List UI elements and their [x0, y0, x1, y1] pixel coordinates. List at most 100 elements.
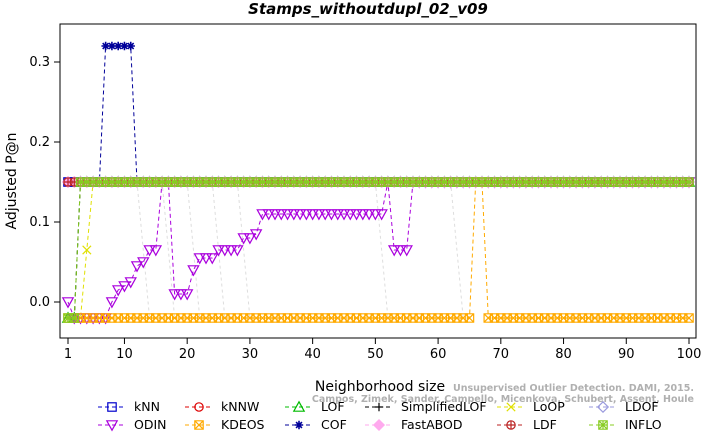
data-point [243, 233, 257, 245]
legend-item: COF [285, 417, 347, 432]
data-point [375, 209, 388, 221]
x-tick-label: 100 [677, 347, 702, 362]
data-point [231, 245, 244, 257]
legend-marker [294, 420, 304, 430]
data-point [187, 265, 200, 277]
data-point [287, 209, 301, 221]
data-point [464, 313, 475, 323]
legend-label: COF [321, 417, 347, 432]
data-point [120, 41, 129, 51]
legend-item: kNN [98, 399, 160, 414]
data-point [126, 41, 135, 51]
faint-line [136, 181, 151, 319]
y-axis: 0.0 0.1 0.2 0.3 [29, 55, 60, 310]
data-point [684, 177, 694, 187]
data-point [256, 209, 269, 221]
x-tick-label: 1 [64, 347, 72, 362]
legend-marker [292, 400, 306, 412]
data-point [684, 313, 694, 323]
series-group [61, 41, 696, 325]
data-point [237, 233, 250, 245]
data-point [281, 209, 294, 221]
legend-marker [107, 402, 117, 412]
data-point [306, 209, 319, 221]
faint-line [450, 181, 464, 319]
data-point [199, 253, 213, 265]
series-line [68, 181, 689, 319]
data-point [356, 209, 370, 221]
y-tick-label: 0.3 [29, 55, 50, 70]
legend-item: KDEOS [185, 417, 265, 432]
data-point [180, 289, 194, 301]
data-point [331, 209, 344, 221]
data-point [337, 209, 351, 221]
data-point [107, 41, 117, 51]
legend-item: kNNW [185, 399, 259, 414]
watermark-line-1: Unsupervised Outlier Detection. DAMI, 20… [453, 383, 694, 394]
legend-label: ODIN [134, 417, 167, 432]
x-tick-label: 30 [242, 347, 259, 362]
y-tick-label: 0.2 [29, 135, 50, 150]
data-point [130, 261, 144, 273]
series-line [68, 181, 689, 319]
watermark-line-2: Campos, Zimek, Sander, Campello, Micenko… [312, 394, 694, 405]
x-tick-label: 10 [116, 347, 133, 362]
data-point [312, 209, 326, 221]
legend-marker [105, 420, 119, 432]
series-cof [63, 41, 694, 187]
series-line [68, 181, 689, 319]
legend-item: ODIN [98, 417, 167, 432]
legend-label: LOF [321, 399, 345, 414]
x-tick-label: 50 [367, 347, 384, 362]
legend-item: LDOF [589, 399, 659, 414]
legend-item: INFLO [589, 417, 662, 432]
chart-title: Stamps_withoutdupl_02_v09 [248, 0, 488, 18]
data-point [118, 281, 131, 293]
data-point [268, 209, 282, 221]
data-point [149, 245, 163, 257]
legend-marker [598, 420, 608, 430]
data-point [262, 209, 275, 221]
data-point [218, 245, 232, 257]
x-tick-label: 80 [555, 347, 572, 362]
series-line [68, 45, 689, 183]
legend-label: LoOP [533, 399, 565, 414]
legend-marker [506, 402, 516, 412]
legend-label: SimplifiedLOF [401, 399, 487, 414]
legend-marker [374, 402, 384, 412]
legend-label: KDEOS [221, 417, 265, 432]
faint-line [374, 181, 389, 319]
y-tick-label: 0.1 [29, 215, 50, 230]
data-point [369, 209, 382, 221]
legend-label: LDOF [625, 399, 659, 414]
series-odin [61, 177, 696, 325]
legend-marker [596, 400, 610, 414]
legend-label: FastABOD [401, 417, 463, 432]
legend-marker [372, 418, 386, 432]
data-point [105, 297, 119, 309]
y-tick-label: 0.0 [29, 295, 50, 310]
legend-item: LOF [285, 399, 345, 414]
data-point [275, 209, 288, 221]
data-point [82, 245, 92, 255]
data-point [101, 41, 110, 51]
data-point [300, 209, 313, 221]
legend: kNN kNNW LOF SimplifiedLOF LoOP LDOF ODIN KDEOS… [98, 399, 662, 432]
series-line [68, 181, 689, 319]
x-tick-label: 90 [618, 347, 635, 362]
series-lof [61, 175, 696, 323]
data-point [344, 209, 357, 221]
series-inflo [63, 177, 694, 323]
faint-line [236, 181, 251, 319]
data-point [69, 313, 80, 323]
data-point [249, 229, 263, 241]
data-point [318, 209, 332, 221]
x-axis-label: Neighborhood size [315, 379, 445, 395]
x-tick-label: 70 [493, 347, 510, 362]
data-point [362, 209, 376, 221]
data-point [143, 245, 156, 257]
data-point [212, 245, 225, 257]
data-point [224, 245, 238, 257]
data-point [325, 209, 338, 221]
